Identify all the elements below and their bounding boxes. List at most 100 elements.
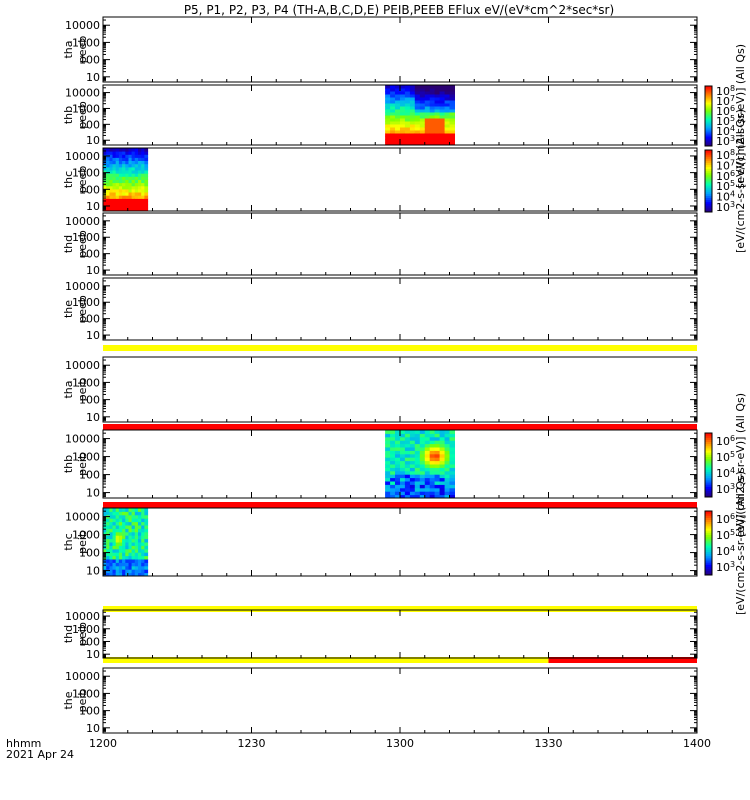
spectrogram-cell (390, 115, 396, 119)
spectrogram-cell (419, 494, 426, 499)
spectrogram-cell (115, 201, 120, 206)
spectrogram-cell (409, 457, 416, 462)
colorbar-cell (705, 104, 712, 107)
colorbar-label: [eV/(cm2-s-sr-eV)] (All Qs) (734, 109, 747, 253)
panel-frame (102, 356, 698, 423)
spectrogram-cell (128, 148, 133, 152)
spectrogram-cell (439, 481, 446, 485)
spectrogram-cell (434, 85, 441, 89)
colorbar-cell (705, 465, 712, 468)
spectrogram-cell (144, 521, 149, 526)
colorbar-cell (705, 176, 712, 180)
spectrogram-cell (424, 112, 431, 116)
spectrogram-cell (439, 133, 446, 137)
panel-frame (102, 277, 698, 341)
spectrogram-cell (409, 97, 416, 101)
spectrogram-cell (109, 201, 114, 206)
spectrogram-cell (134, 198, 139, 202)
spectrogram-cell (115, 538, 120, 543)
spectrogram-cell (419, 88, 426, 92)
y-tick-label: 1000 (72, 376, 100, 389)
spectrogram-cell (390, 130, 396, 134)
spectrogram-cell (106, 163, 110, 168)
colorbar-tick-exponent: 8 (730, 148, 735, 157)
spectrogram-cell (390, 491, 396, 496)
spectrogram-cell (122, 163, 126, 168)
spectrogram-cell (404, 91, 411, 95)
spectrogram-cell (115, 182, 120, 187)
spectrogram-cell (131, 185, 136, 190)
spectrogram-cell (141, 166, 145, 171)
spectrogram-cell (109, 548, 114, 553)
spectrogram-cell (141, 157, 145, 161)
spectrogram-cell (141, 531, 145, 536)
spectrogram-cell (131, 562, 136, 567)
y-tick-label: 1000 (72, 296, 100, 309)
spectrogram-cell (390, 142, 396, 146)
colorbar-cell (705, 124, 712, 127)
spectrogram-cell (134, 151, 139, 155)
spectrogram-cell (112, 185, 117, 190)
colorbar-cell (705, 515, 712, 518)
spectrogram-cell (429, 118, 436, 122)
status-bar (103, 424, 697, 430)
spectrogram-cell (141, 207, 145, 212)
panel-tha-peeb: 10 100 1000 10000 tha peeb (62, 16, 698, 84)
spectrogram-cell (449, 136, 455, 140)
spectrogram-cell (125, 528, 129, 533)
spectrogram-cell (449, 118, 455, 122)
spectrogram-cell (414, 491, 421, 496)
spectrogram-cell (106, 565, 110, 570)
spectrogram-cell (400, 447, 406, 451)
spectrogram-cell (118, 518, 123, 523)
spectrogram-cell (134, 528, 139, 533)
spectrogram-cell (400, 133, 406, 137)
spectrogram-cell (122, 160, 126, 165)
spectrogram-cell (424, 97, 431, 101)
spectrogram-cell (106, 518, 110, 523)
spectrogram-cell (141, 182, 145, 187)
spectrogram-cell (141, 552, 145, 557)
spectrogram-cell (109, 525, 114, 529)
spectrogram-cell (144, 508, 149, 512)
spectrogram-cell (414, 484, 421, 489)
spectrogram-cell (134, 525, 139, 529)
spectrogram-cell (118, 514, 123, 519)
spectrogram-cell (131, 201, 136, 206)
spectrogram-cell (444, 103, 451, 107)
spectrogram-cell (390, 436, 396, 441)
spectrogram-cell (141, 151, 145, 155)
spectrogram-cell (106, 569, 110, 574)
spectrogram-cell (444, 436, 451, 441)
spectrogram-block (385, 430, 455, 499)
spectrogram-cell (444, 443, 451, 448)
spectrogram-cell (444, 106, 451, 110)
spectrogram-cell (385, 436, 391, 441)
spectrogram-cell (134, 559, 139, 563)
spectrogram-cell (419, 443, 426, 448)
spectrogram-cell (115, 151, 120, 155)
y-tick-label: 10000 (65, 511, 100, 524)
spectrogram-cell (115, 188, 120, 193)
spectrogram-cell (404, 133, 411, 137)
spectrogram-cell (444, 112, 451, 116)
spectrogram-cell (414, 477, 421, 482)
y-tick-label: 1000 (72, 167, 100, 180)
spectrogram-cell (424, 100, 431, 104)
spectrogram-cell (385, 136, 391, 140)
spectrogram-cell (400, 124, 406, 128)
spectrogram-cell (429, 103, 436, 107)
spectrogram-cell (134, 166, 139, 171)
spectrogram-cell (419, 477, 426, 482)
spectrogram-cell (414, 91, 421, 95)
spectrogram-cell (144, 552, 149, 557)
spectrogram-cell (395, 94, 401, 98)
colorbar-cell (705, 473, 712, 477)
spectrogram-cell (395, 491, 401, 496)
x-tick-label: 1330 (535, 737, 563, 750)
spectrogram-cell (429, 106, 436, 110)
spectrogram-cell (103, 195, 107, 199)
spectrogram-cell (103, 166, 107, 171)
y-tick-label: 10 (86, 565, 100, 578)
spectrogram-block (103, 148, 149, 212)
